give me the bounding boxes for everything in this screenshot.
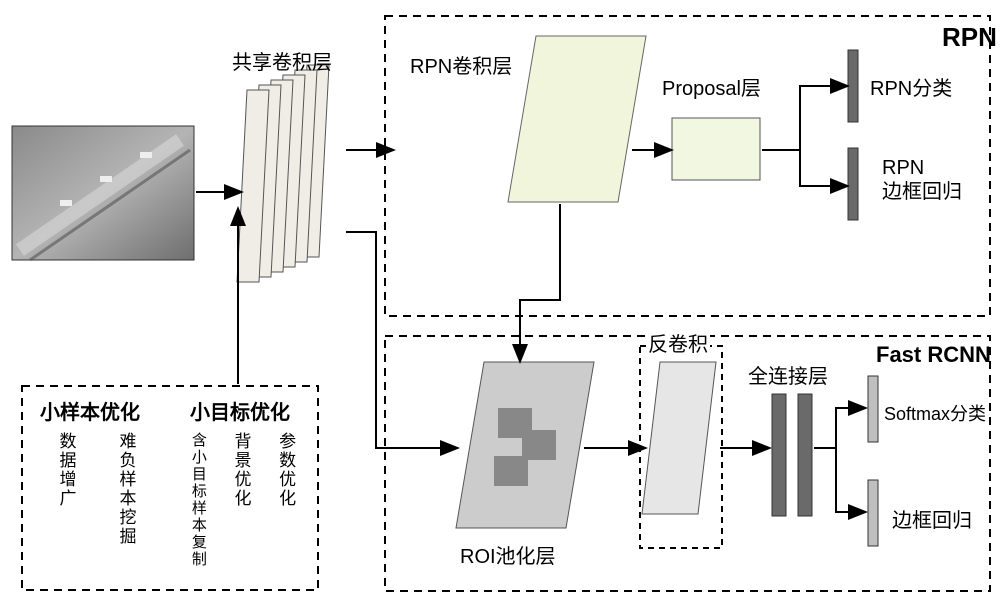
opt-left-columns: 数据增广 难负样本挖掘 bbox=[36, 432, 156, 582]
opt-small-sample-title: 小样本优化 bbox=[40, 396, 140, 425]
bbox-reg-bar bbox=[868, 480, 878, 546]
shared-conv-layers bbox=[237, 65, 329, 282]
proposal-layer-rect bbox=[672, 118, 760, 180]
bbox-reg-label: 边框回归 bbox=[892, 504, 972, 533]
roi-pool-plane bbox=[456, 362, 594, 528]
fc-label: 全连接层 bbox=[748, 360, 828, 389]
rpn-conv-plane bbox=[508, 36, 646, 202]
rpn-conv-label: RPN卷积层 bbox=[410, 50, 512, 79]
fc-bar-2 bbox=[798, 394, 812, 516]
rpn-cls-bar bbox=[848, 50, 858, 122]
proposal-label: Proposal层 bbox=[662, 72, 761, 101]
rpn-region-title: RPN bbox=[942, 22, 997, 53]
rpn-cls-label: RPN分类 bbox=[870, 72, 952, 101]
opt-small-target-title: 小目标优化 bbox=[190, 396, 290, 425]
opt-right-columns: 含小目标样本复制 背景优化 参数优化 bbox=[178, 432, 308, 582]
fc-bar-1 bbox=[772, 394, 786, 516]
deconv-plane bbox=[642, 362, 716, 514]
shared-conv-label: 共享卷积层 bbox=[232, 46, 332, 75]
rpn-reg-bar bbox=[848, 148, 858, 220]
fast-rcnn-title: Fast RCNN bbox=[876, 342, 991, 368]
input-image bbox=[12, 126, 194, 260]
deconv-label: 反卷积 bbox=[646, 328, 710, 357]
rpn-reg-label: RPN 边框回归 bbox=[882, 156, 962, 204]
softmax-bar bbox=[868, 376, 878, 442]
roi-pool-label: ROI池化层 bbox=[460, 540, 556, 569]
softmax-label: Softmax分类 bbox=[884, 400, 986, 426]
